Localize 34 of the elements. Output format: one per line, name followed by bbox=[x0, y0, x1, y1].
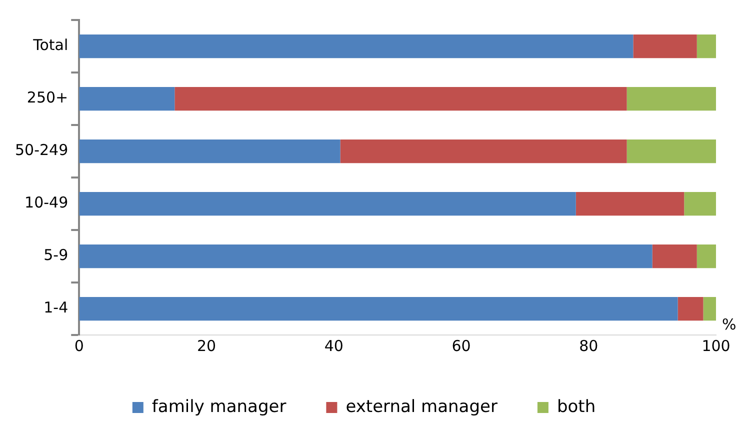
bar bbox=[684, 192, 716, 216]
bar bbox=[79, 192, 576, 216]
bar bbox=[652, 244, 697, 268]
bar bbox=[626, 86, 716, 111]
bar bbox=[703, 296, 716, 321]
x-axis-title: % bbox=[722, 315, 736, 334]
y-tick-label: Total bbox=[32, 36, 68, 54]
legend-label: family manager bbox=[152, 396, 286, 417]
x-tick-label: 60 bbox=[452, 336, 471, 355]
x-tick-label: 80 bbox=[579, 336, 598, 355]
y-tick-label: 5-9 bbox=[44, 246, 68, 264]
y-tick-label: 10-49 bbox=[24, 194, 68, 212]
bar bbox=[633, 34, 697, 58]
y-tick-label: 250+ bbox=[26, 88, 68, 107]
x-tick-label: 0 bbox=[74, 336, 84, 355]
bar bbox=[79, 244, 652, 268]
bar bbox=[696, 244, 716, 268]
bar bbox=[79, 34, 634, 58]
x-tick-label: 100 bbox=[702, 336, 730, 355]
y-tick-label: 1-4 bbox=[44, 298, 68, 317]
bar bbox=[79, 139, 340, 164]
bar bbox=[678, 296, 704, 321]
bar bbox=[340, 139, 627, 164]
bar bbox=[576, 192, 684, 216]
bar bbox=[79, 296, 678, 321]
bar bbox=[696, 34, 716, 58]
legend-label: both bbox=[556, 396, 596, 417]
bar bbox=[79, 86, 175, 111]
legend-label: external manager bbox=[346, 396, 498, 417]
bar bbox=[174, 86, 627, 111]
x-tick-label: 40 bbox=[324, 336, 344, 355]
x-tick-label: 20 bbox=[196, 336, 216, 355]
y-tick-label: 50-249 bbox=[14, 141, 68, 160]
bar bbox=[626, 139, 716, 164]
